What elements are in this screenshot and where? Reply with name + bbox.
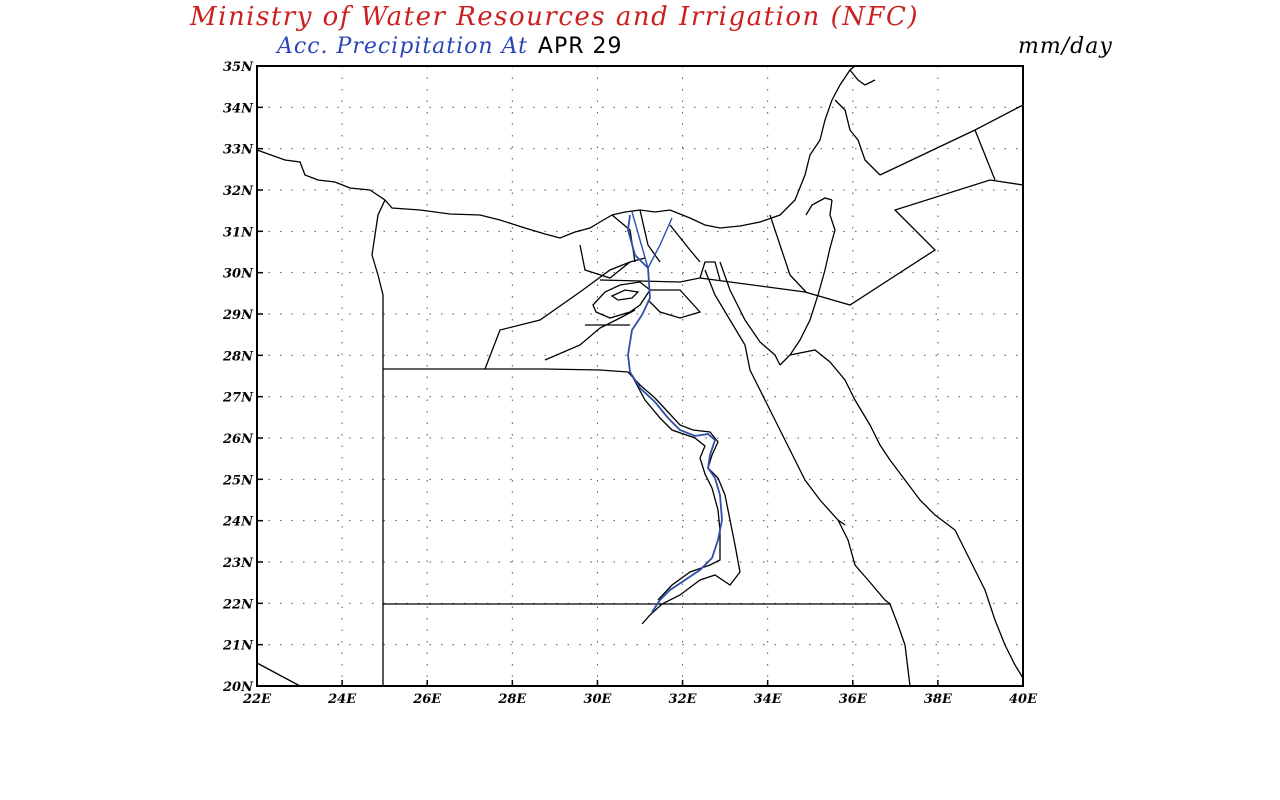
tick-label-lat: 30N (223, 267, 254, 282)
tick-label-lon: 38E (924, 692, 953, 707)
tick-label-lat: 27N (222, 391, 254, 406)
tick-label-lat: 21N (222, 639, 254, 654)
map-frame (256, 65, 1024, 687)
tick-label-lat: 22N (222, 597, 254, 612)
tick-label-lon: 28E (497, 692, 527, 707)
fayoum-lake (610, 289, 640, 301)
libya-coast (371, 199, 386, 686)
tick-label-lon: 30E (583, 692, 612, 707)
tick-label-lat: 32N (223, 184, 254, 199)
date-label: APR 29 (537, 34, 623, 59)
nile-river (627, 214, 723, 613)
tick-label-lat: 24N (222, 515, 254, 530)
tick-label-lon: 32E (669, 692, 698, 707)
map-subtitle: Acc. Precipitation At APR 29 (277, 34, 623, 59)
red-sea-west-coast (837, 519, 911, 687)
libya-sudan-border (256, 662, 301, 687)
sinai-east-coast (779, 197, 836, 366)
axis-ticks: 22E 24E 26E 28E 30E 32E 34E 36E 38E 40E 20N 21N 22N 2… (222, 60, 1038, 707)
tick-label-lon: 22E (242, 692, 272, 707)
subtitle-label: Acc. Precipitation At (277, 34, 528, 59)
governorate-boundaries (484, 104, 1024, 370)
tick-label-lat: 25N (222, 473, 254, 488)
tick-label-lon: 36E (839, 692, 868, 707)
tick-label-lon: 34E (754, 692, 783, 707)
tick-label-lat: 31N (223, 225, 254, 240)
nile-delta-branch (631, 211, 673, 269)
red-sea-east-coast (789, 349, 1024, 679)
sinai-west-coast (719, 261, 781, 366)
country-borders (256, 65, 1024, 687)
gulf-of-suez (704, 269, 846, 526)
fayoum-depression (592, 281, 651, 319)
units-label: mm/day (1018, 34, 1113, 59)
map-title: Ministry of Water Resources and Irrigati… (190, 2, 920, 32)
north-boundary (383, 368, 629, 373)
tick-label-lat: 28N (222, 349, 254, 364)
tick-label-lon: 40E (1009, 692, 1038, 707)
tick-label-lat: 29N (222, 308, 254, 323)
tick-label-lat: 26N (222, 432, 254, 447)
tick-label-lat: 34N (223, 101, 254, 116)
tick-label-lat: 20N (222, 680, 254, 695)
tick-label-lat: 35N (223, 60, 254, 75)
nile-valley-outline (627, 371, 741, 625)
tick-label-lat: 33N (223, 143, 254, 158)
mediterranean-coast (256, 65, 856, 239)
tick-label-lon: 26E (412, 692, 442, 707)
tick-label-lon: 24E (327, 692, 357, 707)
gulf-of-aqaba (834, 69, 881, 176)
grid-lines (257, 66, 1023, 686)
tick-label-lat: 23N (222, 556, 254, 571)
